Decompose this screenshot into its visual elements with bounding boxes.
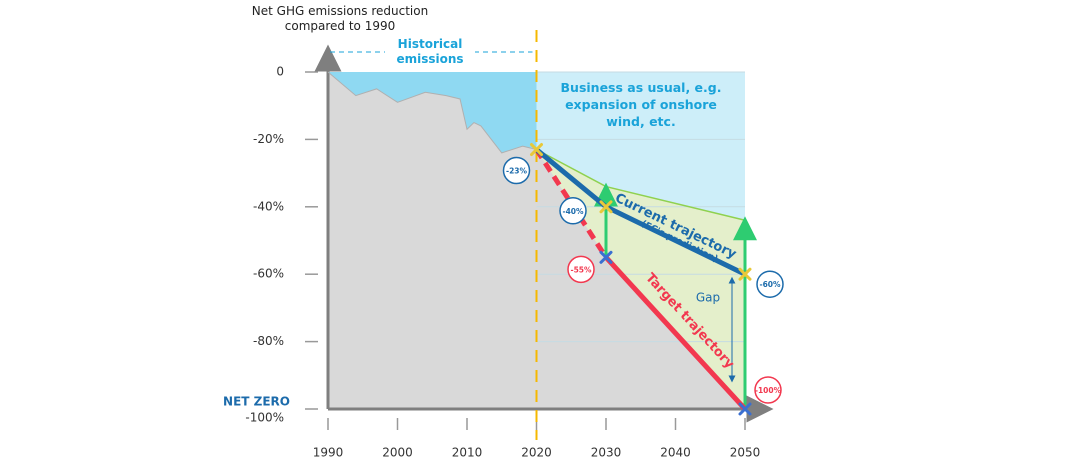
gap-label: Gap	[696, 291, 720, 305]
value-label-bubble	[567, 255, 595, 284]
x-tick-label: 2050	[730, 446, 761, 460]
value-label: -60%	[759, 280, 781, 289]
y-tick-label: -100%	[245, 411, 284, 425]
point-marker	[599, 250, 613, 264]
x-tick-label: 1990	[313, 446, 344, 460]
y-tick-label: -80%	[253, 334, 284, 348]
point-marker	[738, 267, 752, 281]
value-label-bubble	[754, 376, 782, 404]
x-tick-label: 2000	[382, 446, 413, 460]
value-label-bubble	[502, 156, 531, 185]
x-tick-label: 2020	[521, 446, 552, 460]
y-tick-label: 0	[276, 65, 284, 79]
value-label-bubble	[756, 270, 784, 298]
net-zero-label: NET ZERO	[223, 395, 290, 409]
historical-reduction-area	[328, 72, 537, 153]
gap-area	[536, 149, 745, 409]
point-marker	[738, 402, 752, 416]
y-tick-label: -40%	[253, 199, 284, 213]
value-label: -23%	[506, 167, 528, 176]
y-axis-title: Net GHG emissions reduction compared to …	[251, 4, 429, 33]
x-tick-label: 2010	[452, 446, 483, 460]
point-marker	[599, 200, 613, 214]
x-tick-label: 2040	[660, 446, 691, 460]
x-tick-label: 2030	[591, 446, 622, 460]
value-label-bubble	[559, 197, 587, 225]
value-label: -100%	[755, 386, 782, 395]
value-label: -55%	[570, 265, 592, 274]
bau-area	[536, 72, 745, 221]
bau-label: Business as usual, e.g. expansion of ons…	[560, 80, 722, 129]
historical-label: Historical emissions	[385, 37, 475, 67]
y-tick-label: -20%	[253, 132, 284, 146]
historical-line	[327, 71, 537, 154]
y-tick-label: -60%	[253, 267, 284, 281]
point-marker	[530, 143, 543, 157]
value-label: -40%	[562, 207, 584, 216]
